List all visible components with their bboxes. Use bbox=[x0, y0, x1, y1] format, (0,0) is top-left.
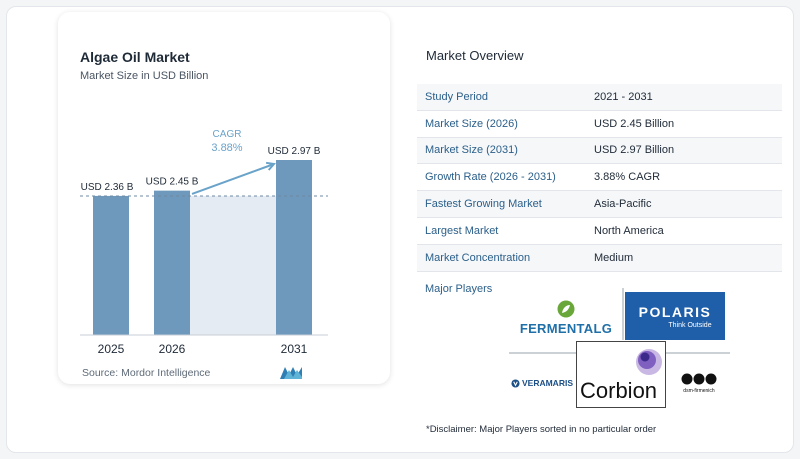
row-label: Market Size (2026) bbox=[425, 117, 518, 130]
veramaris-name: VERAMARIS bbox=[521, 378, 573, 388]
row-label: Market Concentration bbox=[425, 251, 531, 264]
row-value: 2021 - 2031 bbox=[594, 90, 653, 103]
major-players-label: Major Players bbox=[425, 283, 493, 295]
overview-row: Market Size (2031) USD 2.97 Billion bbox=[417, 137, 782, 165]
overview-table: Study Period 2021 - 2031 Market Size (202… bbox=[417, 84, 782, 272]
overview-row: Growth Rate (2026 - 2031) 3.88% CAGR bbox=[417, 164, 782, 192]
x-tick-label: 2026 bbox=[159, 342, 186, 356]
fermentalg-name: FERMENTALG bbox=[519, 321, 613, 336]
cagr-label: CAGR bbox=[213, 129, 242, 140]
data-label: USD 2.36 B bbox=[81, 182, 134, 193]
corbion-swirl-icon bbox=[636, 349, 662, 375]
fermentalg-leaf-icon bbox=[557, 300, 575, 318]
veramaris-mark-icon bbox=[511, 378, 520, 388]
polaris-tagline: Think Outside bbox=[668, 321, 712, 329]
overview-title: Market Overview bbox=[426, 48, 524, 63]
data-label: USD 2.97 B bbox=[268, 146, 321, 157]
chart-title: Algae Oil Market bbox=[80, 49, 190, 65]
dsm-firmenich-name: dsm-firmenich bbox=[683, 387, 715, 394]
corbion-name: Corbion bbox=[580, 378, 658, 403]
overview-row: Study Period 2021 - 2031 bbox=[417, 84, 782, 111]
overview-row: Market Size (2026) USD 2.45 Billion bbox=[417, 111, 782, 138]
dsm-firmenich-dots-icon bbox=[681, 373, 717, 384]
chart-card: Algae Oil Market Market Size in USD Bill… bbox=[58, 12, 390, 384]
cagr-arrow-head bbox=[265, 161, 276, 171]
row-value: USD 2.45 Billion bbox=[594, 117, 675, 130]
dsm-firmenich-logo[interactable]: dsm-firmenich bbox=[675, 368, 723, 398]
bar-2025 bbox=[93, 195, 129, 335]
row-label: Study Period bbox=[425, 90, 488, 103]
veramaris-logo[interactable]: VERAMARIS bbox=[510, 372, 574, 394]
polaris-name: POLARIS bbox=[638, 303, 712, 320]
data-label: USD 2.45 B bbox=[146, 177, 199, 188]
bar-chart: USD 2.36 B USD 2.45 B USD 2.97 B 2025 2026 20… bbox=[80, 129, 328, 356]
row-value: 3.88% CAGR bbox=[594, 171, 661, 184]
chart-subtitle: Market Size in USD Billion bbox=[80, 70, 209, 82]
row-label: Largest Market bbox=[425, 224, 499, 237]
source-text: Source: Mordor Intelligence bbox=[82, 367, 211, 379]
overview-row: Largest Market North America bbox=[417, 218, 782, 245]
x-tick-label: 2031 bbox=[281, 342, 308, 356]
cagr-arrow-line bbox=[191, 163, 275, 195]
x-tick-label: 2025 bbox=[98, 342, 125, 356]
row-label: Market Size (2031) bbox=[425, 144, 518, 157]
row-label: Fastest Growing Market bbox=[425, 198, 542, 211]
corbion-logo[interactable]: Corbion bbox=[576, 341, 666, 408]
fermentalg-logo[interactable]: FERMENTALG bbox=[512, 296, 620, 340]
row-value: Medium bbox=[594, 251, 634, 264]
bar-2026 bbox=[154, 190, 190, 335]
mordor-logo-icon bbox=[280, 367, 302, 379]
disclaimer: *Disclaimer: Major Players sorted in no … bbox=[426, 424, 657, 435]
overview-row: Fastest Growing Market Asia-Pacific bbox=[417, 191, 782, 218]
row-value: USD 2.97 Billion bbox=[594, 144, 675, 157]
polaris-logo[interactable]: POLARIS Think Outside bbox=[625, 292, 725, 340]
bar-2031 bbox=[276, 160, 312, 335]
row-label: Growth Rate (2026 - 2031) bbox=[425, 171, 556, 184]
row-value: North America bbox=[594, 224, 664, 237]
overview-row: Market Concentration Medium bbox=[417, 244, 782, 272]
projection-band bbox=[190, 195, 276, 335]
row-value: Asia-Pacific bbox=[594, 198, 652, 211]
cagr-value: 3.88% bbox=[211, 142, 242, 154]
